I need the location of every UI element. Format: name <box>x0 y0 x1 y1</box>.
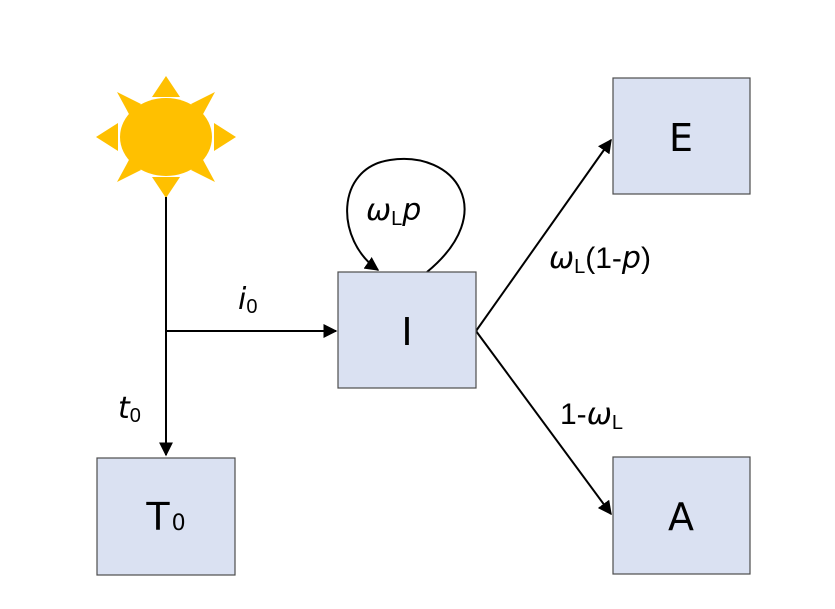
node-i: I <box>337 271 477 389</box>
node-t0: T0 <box>96 457 236 576</box>
edge-i-to-a <box>475 330 612 516</box>
node-a: A <box>612 456 751 575</box>
label-i-to-e: ωL(1-p) <box>549 241 651 278</box>
label-t0: t0 <box>118 391 141 427</box>
edge-i-to-e <box>475 138 612 332</box>
sun-icon <box>96 76 236 198</box>
label-i-to-a: 1-ωL <box>560 397 623 434</box>
node-e-label: E <box>669 116 693 160</box>
node-t0-subscript: 0 <box>172 511 186 536</box>
node-i-label: I <box>401 310 412 354</box>
label-self-loop: ωLp <box>366 193 421 230</box>
node-t0-label: T <box>145 495 170 539</box>
edge-i-self-loop <box>346 157 466 273</box>
node-e: E <box>612 77 751 195</box>
node-a-label: A <box>668 495 694 539</box>
label-i0: i0 <box>238 282 257 318</box>
svg-text:T0: T0 <box>145 495 185 539</box>
